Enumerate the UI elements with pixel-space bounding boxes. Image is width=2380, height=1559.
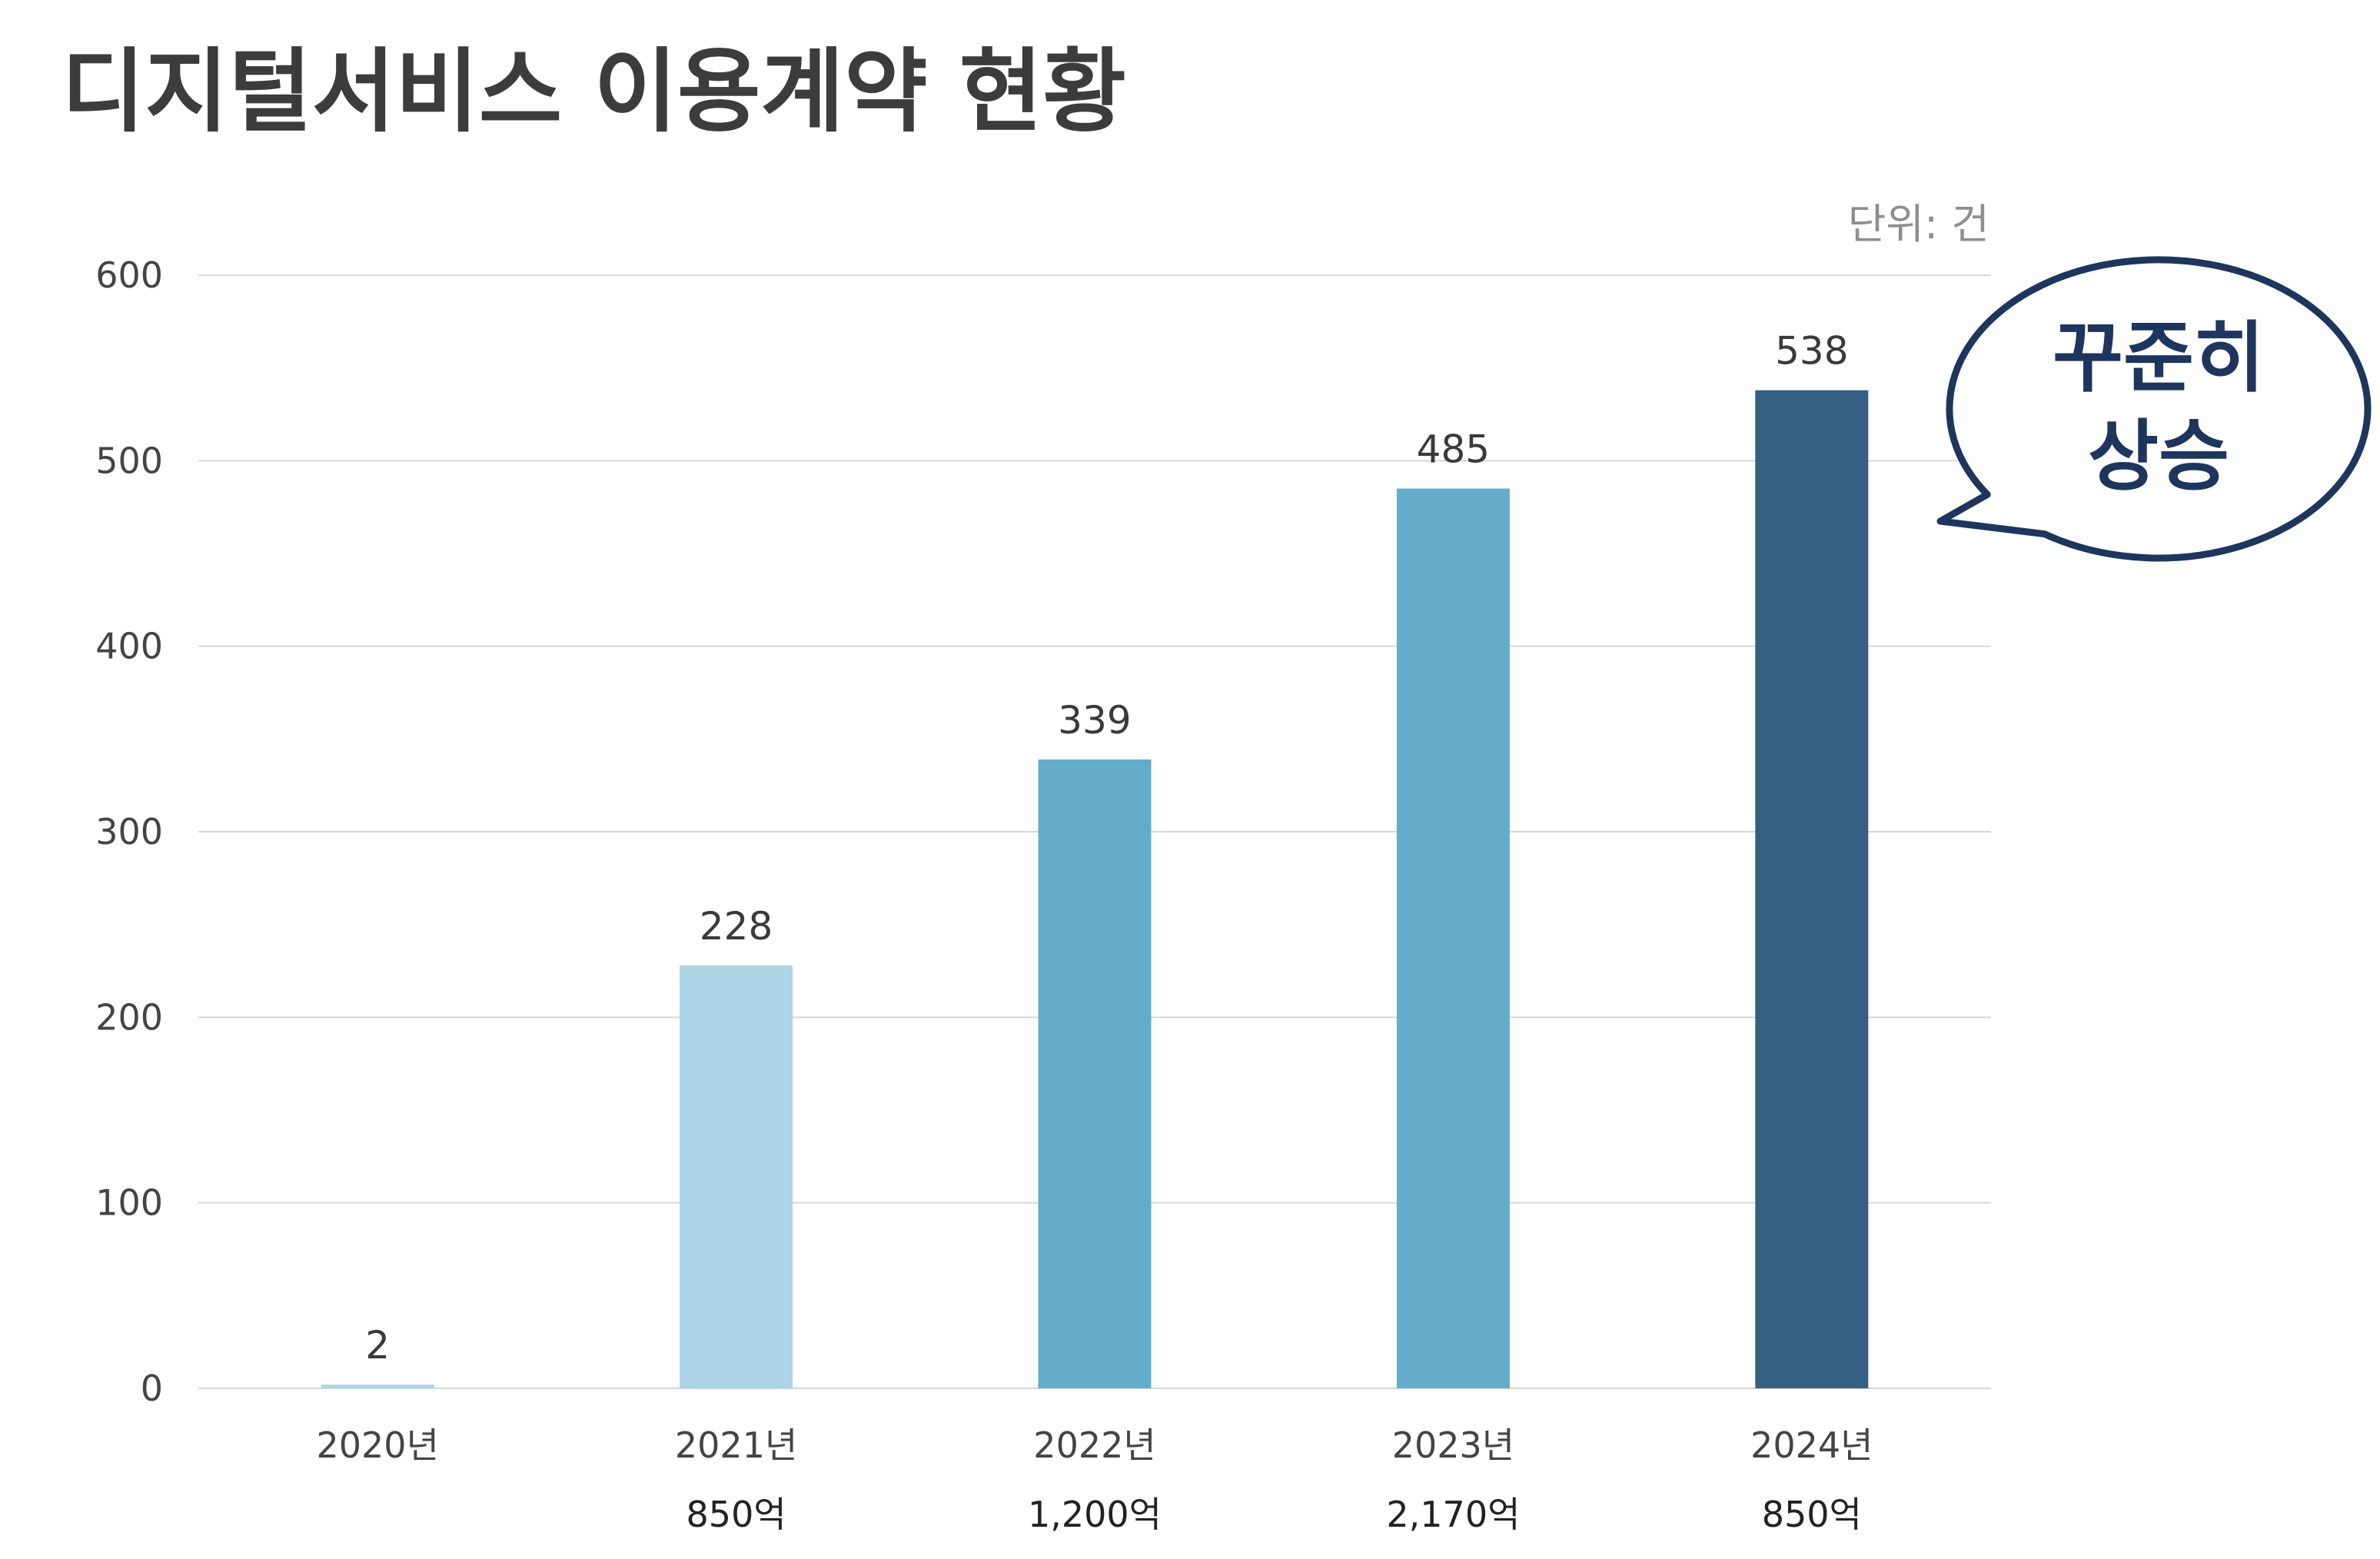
callout-bubble: 꾸준히 상승 — [1936, 256, 2372, 562]
x-tick-label: 2021년 — [675, 1424, 797, 1466]
bar-value-label: 228 — [700, 904, 773, 949]
bar-value-label: 2 — [365, 1323, 390, 1368]
y-tick-label: 500 — [95, 440, 163, 481]
y-tick-label: 0 — [141, 1368, 163, 1409]
x-axis-ticks: 2020년 2021년 2022년 2023년 2024년 — [317, 1424, 1873, 1466]
amount-label: 850억 — [1762, 1494, 1862, 1535]
bar-2023년 — [1396, 488, 1510, 1388]
amount-label: 850억 — [686, 1494, 786, 1535]
bar-value-label: 538 — [1775, 329, 1848, 374]
bar-value-label: 485 — [1417, 427, 1490, 472]
y-tick-label: 600 — [95, 254, 163, 296]
x-tick-label: 2022년 — [1033, 1424, 1155, 1466]
callout-line-2: 상승 — [2088, 411, 2229, 501]
amount-label: 2,170억 — [1386, 1494, 1520, 1535]
callout-shape — [1936, 256, 2372, 562]
bar-2024년 — [1755, 390, 1869, 1388]
x-tick-label: 2023년 — [1392, 1424, 1514, 1466]
bar-2021년 — [680, 965, 793, 1388]
x-tick-label: 2024년 — [1750, 1424, 1873, 1466]
y-tick-label: 200 — [95, 996, 163, 1038]
bar-2020년 — [321, 1384, 434, 1388]
y-tick-label: 100 — [95, 1182, 163, 1224]
amount-labels: 850억 1,200억 2,170억 850억 — [686, 1494, 1862, 1535]
y-axis-ticks: 0 100 200 300 400 500 600 — [95, 254, 163, 1409]
chart-title: 디지털서비스 이용계약 현황 — [61, 38, 1126, 145]
bars — [321, 390, 1869, 1388]
callout-line-1: 꾸준히 — [2053, 313, 2265, 403]
bar-2022년 — [1038, 759, 1152, 1388]
y-tick-label: 400 — [95, 626, 163, 667]
x-tick-label: 2020년 — [317, 1424, 439, 1466]
amount-label: 1,200억 — [1028, 1494, 1162, 1535]
y-tick-label: 300 — [95, 811, 163, 853]
bar-value-label: 339 — [1058, 698, 1131, 743]
unit-label: 단위: 건 — [1848, 200, 1989, 248]
value-labels: 2 228 339 485 538 — [365, 329, 1848, 1368]
